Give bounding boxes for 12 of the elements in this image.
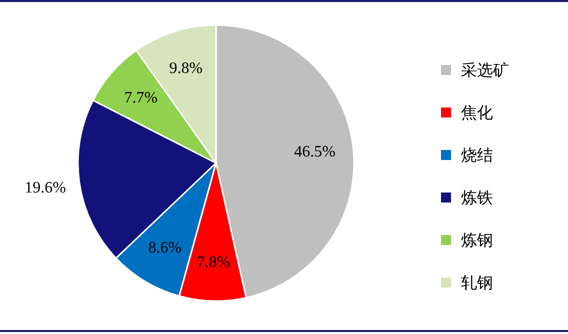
data-label: 9.8% <box>169 60 203 77</box>
data-label: 7.8% <box>196 254 230 271</box>
legend-label: 烧结 <box>461 146 493 164</box>
data-label: 7.7% <box>124 89 158 106</box>
legend-label: 焦化 <box>461 103 493 122</box>
legend-label: 炼钢 <box>461 230 493 250</box>
legend-label: 炼铁 <box>461 188 493 207</box>
data-label: 8.6% <box>148 240 182 257</box>
data-label: 19.6% <box>24 179 66 196</box>
legend-label: 轧钢 <box>461 273 493 292</box>
data-label: 46.5% <box>294 144 336 161</box>
legend-label: 采选矿 <box>461 60 509 80</box>
